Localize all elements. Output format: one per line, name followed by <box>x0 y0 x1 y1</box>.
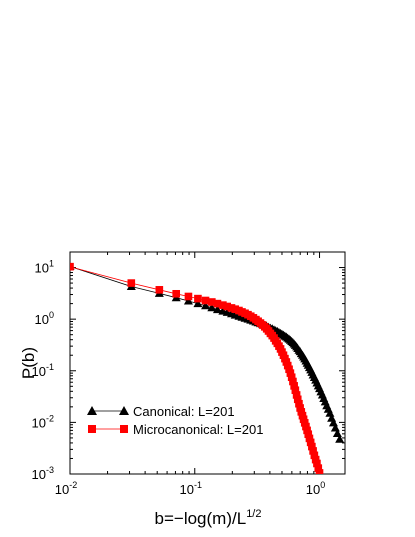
x-tick-label: 10-1 <box>180 480 202 497</box>
legend-marker-canonical-right <box>119 406 129 415</box>
data-point <box>302 422 310 431</box>
data-point <box>297 408 306 416</box>
data-point <box>172 289 181 298</box>
data-point <box>293 395 302 404</box>
data-point <box>201 296 210 305</box>
data-point <box>308 442 316 451</box>
legend-marker-microcanonical-left <box>88 425 96 433</box>
data-point <box>285 365 293 374</box>
legend: Canonical: L=201 Microcanonical: L=201 <box>87 404 263 437</box>
y-tick-label: 10-2 <box>32 413 54 430</box>
data-point <box>309 447 317 455</box>
legend-marker-canonical-left <box>87 406 97 415</box>
x-tick-label: 10-2 <box>55 480 77 497</box>
legend-label-microcanonical: Microcanonical: L=201 <box>133 422 263 437</box>
y-tick-label: 100 <box>35 310 54 327</box>
data-point <box>194 294 202 303</box>
data-point <box>287 373 296 382</box>
data-point <box>223 302 232 311</box>
data-point <box>127 279 136 287</box>
data-point <box>207 303 217 312</box>
data-point <box>201 301 211 310</box>
data-point <box>310 451 319 460</box>
data-point <box>289 377 297 386</box>
x-axis-title-superscript: 1/2 <box>246 508 261 520</box>
y-tick-label: 10-3 <box>32 465 54 482</box>
data-point <box>313 459 321 468</box>
data-point <box>290 382 298 390</box>
data-point <box>212 305 222 314</box>
data-point <box>193 299 203 308</box>
y-axis-title: P(b) <box>19 347 38 379</box>
data-point <box>183 296 193 305</box>
legend-label-canonical: Canonical: L=201 <box>133 404 235 419</box>
data-point <box>296 404 304 412</box>
data-point <box>286 369 295 377</box>
data-point <box>184 292 193 301</box>
data-point <box>311 455 320 464</box>
data-point <box>291 386 300 395</box>
data-point <box>314 464 323 472</box>
series-layer <box>70 261 345 474</box>
data-point <box>155 286 164 294</box>
series-microcanonical <box>70 262 324 474</box>
plot-frame <box>69 251 346 475</box>
data-point <box>306 438 315 447</box>
data-point <box>213 299 222 308</box>
data-point <box>305 434 314 443</box>
data-point <box>304 430 313 439</box>
legend-marker-microcanonical-right <box>120 425 128 433</box>
x-axis-title: b=−log(m)/L1/2 <box>155 508 262 528</box>
y-tick-label: 101 <box>35 259 54 276</box>
y-tick-label: 10-1 <box>32 362 54 379</box>
x-tick-label: 100 <box>306 480 325 497</box>
data-point <box>295 399 303 408</box>
x-axis-title-main: b=−log(m)/L <box>155 509 247 528</box>
data-point <box>335 434 345 443</box>
data-point <box>303 426 311 435</box>
data-point <box>292 391 301 399</box>
data-point <box>70 262 74 271</box>
data-point <box>219 301 227 309</box>
data-point <box>315 469 324 474</box>
data-point <box>208 298 216 306</box>
